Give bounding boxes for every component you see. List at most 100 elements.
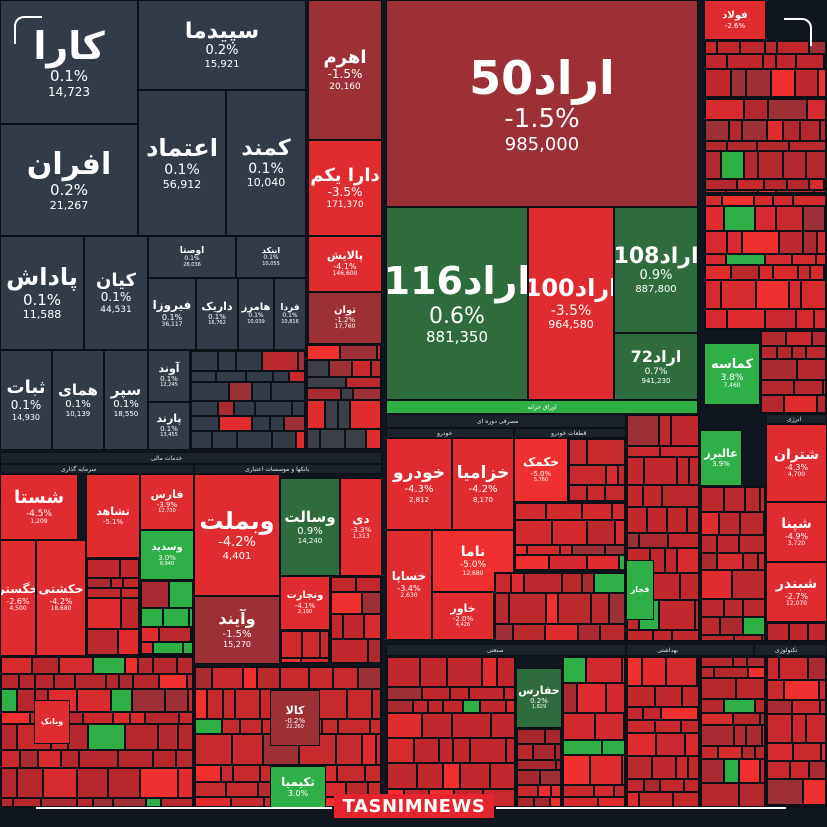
- minor-tile[interactable]: [563, 683, 577, 713]
- minor-tile[interactable]: [627, 686, 655, 707]
- minor-tile[interactable]: [161, 798, 193, 807]
- minor-tile[interactable]: [808, 657, 826, 680]
- minor-tile[interactable]: [527, 545, 560, 555]
- minor-tile[interactable]: [555, 744, 561, 760]
- minor-tile[interactable]: [796, 309, 814, 329]
- minor-tile[interactable]: [687, 507, 699, 533]
- minor-tile[interactable]: [216, 371, 246, 382]
- minor-tile[interactable]: [563, 713, 595, 740]
- minor-tile[interactable]: [744, 99, 768, 120]
- minor-tile[interactable]: [740, 41, 765, 54]
- minor-tile[interactable]: [779, 657, 808, 680]
- minor-tile[interactable]: [761, 380, 794, 395]
- minor-tile[interactable]: [701, 713, 733, 725]
- minor-tile[interactable]: [443, 763, 460, 789]
- minor-tile[interactable]: [734, 635, 762, 641]
- minor-tile[interactable]: [284, 416, 305, 431]
- minor-tile[interactable]: [387, 763, 417, 789]
- minor-tile[interactable]: [764, 179, 787, 190]
- minor-tile[interactable]: [727, 141, 757, 151]
- minor-tile[interactable]: [77, 689, 111, 712]
- minor-tile[interactable]: [682, 686, 699, 707]
- minor-tile[interactable]: [515, 555, 549, 570]
- minor-tile[interactable]: [786, 331, 812, 346]
- minor-tile[interactable]: [558, 593, 591, 624]
- minor-tile[interactable]: [219, 416, 252, 431]
- minor-tile[interactable]: [191, 416, 219, 431]
- minor-tile[interactable]: [598, 797, 625, 807]
- minor-tile[interactable]: [387, 687, 422, 700]
- minor-tile[interactable]: [627, 630, 653, 641]
- minor-tile[interactable]: [302, 631, 320, 658]
- minor-tile[interactable]: [661, 707, 698, 720]
- minor-tile[interactable]: [569, 485, 587, 501]
- minor-tile[interactable]: [587, 555, 619, 570]
- minor-tile[interactable]: [551, 785, 561, 797]
- minor-tile[interactable]: [509, 593, 546, 624]
- tile-etemad[interactable]: اعتماد 0.1% 56,912: [138, 90, 226, 236]
- minor-tile[interactable]: [724, 699, 755, 713]
- minor-tile[interactable]: [491, 713, 515, 738]
- minor-tile[interactable]: [639, 792, 673, 807]
- minor-tile[interactable]: [666, 657, 697, 686]
- minor-tile[interactable]: [776, 206, 803, 231]
- tile-khodro[interactable]: خودرو -4.3% 2,812: [386, 438, 452, 530]
- minor-tile[interactable]: [727, 54, 763, 69]
- minor-tile[interactable]: [689, 457, 699, 485]
- minor-tile[interactable]: [180, 654, 192, 655]
- minor-tile[interactable]: [153, 750, 176, 768]
- minor-tile[interactable]: [517, 797, 534, 807]
- minor-tile[interactable]: [624, 713, 625, 740]
- tile-osenta[interactable]: اوصتا 0.1% 28,036: [148, 236, 236, 278]
- minor-tile[interactable]: [515, 545, 527, 555]
- minor-tile[interactable]: [387, 713, 422, 738]
- minor-tile[interactable]: [121, 588, 139, 598]
- minor-tile[interactable]: [108, 768, 140, 798]
- tile-gekhari[interactable]: قجار: [626, 560, 654, 620]
- minor-tile[interactable]: [93, 798, 113, 807]
- tile-fars[interactable]: فارس -3.9% 12,730: [140, 474, 194, 530]
- minor-tile[interactable]: [1, 657, 32, 674]
- minor-tile[interactable]: [447, 657, 482, 687]
- minor-tile[interactable]: [739, 783, 765, 807]
- minor-tile[interactable]: [596, 570, 624, 571]
- minor-tile[interactable]: [322, 719, 338, 734]
- minor-tile[interactable]: [113, 712, 130, 724]
- minor-tile[interactable]: [111, 578, 123, 588]
- minor-tile[interactable]: [627, 533, 639, 548]
- minor-tile[interactable]: [141, 627, 159, 642]
- minor-tile[interactable]: [1, 798, 13, 807]
- minor-tile[interactable]: [595, 713, 624, 740]
- minor-tile[interactable]: [718, 746, 742, 759]
- minor-tile[interactable]: [767, 120, 783, 141]
- minor-tile[interactable]: [77, 768, 108, 798]
- minor-tile[interactable]: [705, 151, 721, 179]
- minor-tile[interactable]: [767, 761, 790, 779]
- minor-tile[interactable]: [627, 792, 639, 807]
- tile-hekashti[interactable]: حکشتی -4.2% 18,680: [36, 540, 86, 656]
- minor-tile[interactable]: [754, 195, 773, 206]
- minor-tile[interactable]: [1, 750, 20, 768]
- minor-tile[interactable]: [207, 689, 223, 719]
- minor-tile[interactable]: [779, 231, 803, 254]
- minor-tile[interactable]: [132, 689, 165, 712]
- minor-tile[interactable]: [20, 750, 38, 768]
- minor-tile[interactable]: [469, 687, 504, 700]
- minor-tile[interactable]: [818, 69, 826, 97]
- minor-tile[interactable]: [733, 657, 747, 667]
- tile-alborz[interactable]: عالبرز 3.9%: [700, 430, 742, 486]
- minor-tile[interactable]: [745, 487, 760, 512]
- minor-tile[interactable]: [810, 265, 824, 280]
- minor-tile[interactable]: [619, 555, 625, 570]
- minor-tile[interactable]: [742, 746, 755, 759]
- minor-tile[interactable]: [653, 630, 672, 641]
- tile-nama[interactable]: ناما -5.0% 12,680: [432, 530, 514, 592]
- minor-tile[interactable]: [814, 309, 826, 329]
- minor-tile[interactable]: [760, 487, 765, 512]
- minor-tile[interactable]: [684, 779, 699, 792]
- minor-tile[interactable]: [352, 360, 371, 377]
- minor-tile[interactable]: [231, 797, 264, 807]
- minor-tile[interactable]: [705, 195, 722, 206]
- minor-tile[interactable]: [705, 54, 727, 69]
- minor-tile[interactable]: [504, 687, 515, 700]
